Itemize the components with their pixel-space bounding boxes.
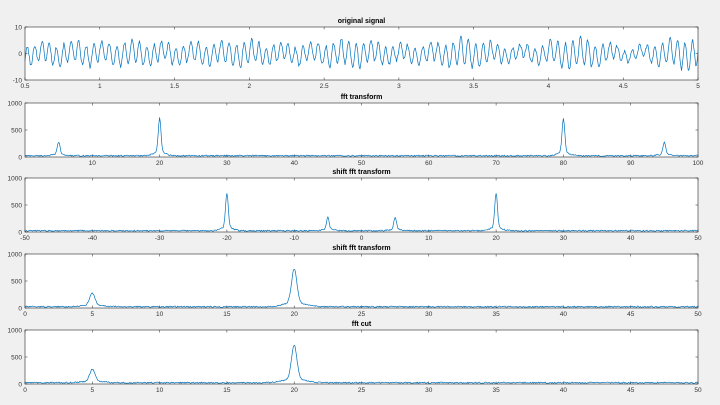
x-tick-label: 35 (492, 387, 500, 394)
x-tick-label: 3 (397, 83, 401, 90)
x-tick-label: 5 (90, 311, 94, 318)
x-tick-label: 20 (291, 387, 299, 394)
y-tick-label: 1000 (8, 100, 23, 107)
x-tick-label: 5 (90, 387, 94, 394)
axes-box (24, 26, 699, 81)
axes-1: original signal 0.5 1 1.5 2 2.5 3 3.5 4 4.5 5 -10 0 1… (13, 18, 701, 90)
axes-title: original signal (338, 18, 386, 25)
y-tick-label: 1000 (8, 175, 23, 182)
x-tick-label: 0 (23, 387, 27, 394)
x-tick-label: 10 (156, 311, 164, 318)
axes-title: fft transform (341, 94, 383, 101)
x-tick-label: 90 (627, 160, 635, 167)
x-tick-label: 50 (694, 311, 702, 318)
y-tick-label: 500 (11, 354, 22, 361)
x-tick-label: 2 (248, 83, 252, 90)
x-tick-label: 25 (358, 311, 366, 318)
x-tick-label: 40 (560, 311, 568, 318)
series-line (24, 345, 699, 384)
x-tick-label: -50 (20, 235, 30, 242)
axes-box (24, 102, 699, 158)
x-tick-label: -30 (155, 235, 165, 242)
y-tick-label: 500 (11, 127, 22, 134)
y-tick-label: -10 (13, 77, 23, 84)
axes-box (24, 329, 699, 385)
y-tick-label: 500 (11, 202, 22, 209)
x-tick-label: 1 (98, 83, 102, 90)
x-tick-label: 45 (627, 387, 635, 394)
x-tick-label: 25 (358, 387, 366, 394)
axes-title: shift fft transform (332, 245, 390, 252)
x-tick-label: 20 (156, 160, 164, 167)
x-tick-label: 80 (560, 160, 568, 167)
series-line (24, 35, 699, 71)
x-tick-label: 50 (358, 160, 366, 167)
x-tick-label: 40 (291, 160, 299, 167)
x-tick-label: 15 (223, 387, 231, 394)
y-tick-label: 0 (18, 154, 22, 161)
x-tick-label: -20 (222, 235, 232, 242)
x-tick-label: 30 (425, 387, 433, 394)
y-tick-label: 0 (18, 305, 22, 312)
x-tick-label: 1.5 (170, 83, 179, 90)
axes-3: shift fft transform -50 -40 -30 -20 -10 0 10 20 3… (8, 169, 702, 242)
series-line (24, 193, 699, 232)
x-tick-label: 40 (560, 387, 568, 394)
x-tick-label: -10 (289, 235, 299, 242)
x-tick-label: 30 (560, 235, 568, 242)
x-tick-label: 70 (492, 160, 500, 167)
x-tick-label: 0.5 (20, 83, 29, 90)
y-tick-label: 1000 (8, 251, 23, 258)
series-line (24, 269, 699, 308)
x-tick-label: 20 (291, 311, 299, 318)
x-tick-label: 3.5 (469, 83, 478, 90)
x-tick-label: 60 (425, 160, 433, 167)
y-tick-label: 10 (15, 24, 23, 31)
x-tick-label: 2.5 (320, 83, 329, 90)
axes-box (24, 177, 699, 233)
y-tick-label: 0 (18, 229, 22, 236)
series-line (24, 117, 699, 157)
x-tick-label: 35 (492, 311, 500, 318)
x-tick-label: 45 (627, 311, 635, 318)
axes-box (24, 253, 699, 309)
x-tick-label: 10 (156, 387, 164, 394)
x-tick-label: 10 (425, 235, 433, 242)
x-tick-label: 30 (425, 311, 433, 318)
x-tick-label: 50 (694, 387, 702, 394)
x-tick-label: 15 (223, 311, 231, 318)
y-tick-label: 500 (11, 278, 22, 285)
axes-title: shift fft transform (332, 169, 390, 176)
axes-title: fft cut (352, 321, 372, 328)
x-tick-label: 100 (693, 160, 704, 167)
x-tick-label: 40 (627, 235, 635, 242)
x-tick-label: 50 (694, 235, 702, 242)
x-tick-label: 4.5 (619, 83, 628, 90)
x-tick-label: 5 (696, 83, 700, 90)
x-tick-label: 0 (360, 235, 364, 242)
x-tick-label: 30 (223, 160, 231, 167)
y-tick-label: 0 (18, 381, 22, 388)
x-tick-label: 4 (547, 83, 551, 90)
x-tick-label: 0 (23, 311, 27, 318)
x-tick-label: -40 (88, 235, 98, 242)
x-tick-label: 20 (492, 235, 500, 242)
y-tick-label: 0 (18, 51, 22, 58)
y-tick-label: 1000 (8, 327, 23, 334)
x-tick-label: 10 (89, 160, 97, 167)
